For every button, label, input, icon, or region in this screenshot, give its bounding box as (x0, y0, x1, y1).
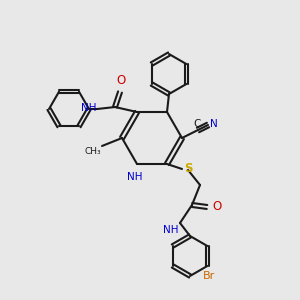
Text: C: C (193, 119, 201, 129)
Text: N: N (210, 119, 218, 129)
Text: NH: NH (164, 225, 179, 235)
Text: O: O (212, 200, 221, 214)
Text: CH₃: CH₃ (84, 147, 101, 156)
Text: O: O (116, 74, 126, 87)
Text: S: S (184, 163, 193, 176)
Text: Br: Br (203, 271, 215, 281)
Text: NH: NH (80, 103, 96, 113)
Text: NH: NH (127, 172, 143, 182)
